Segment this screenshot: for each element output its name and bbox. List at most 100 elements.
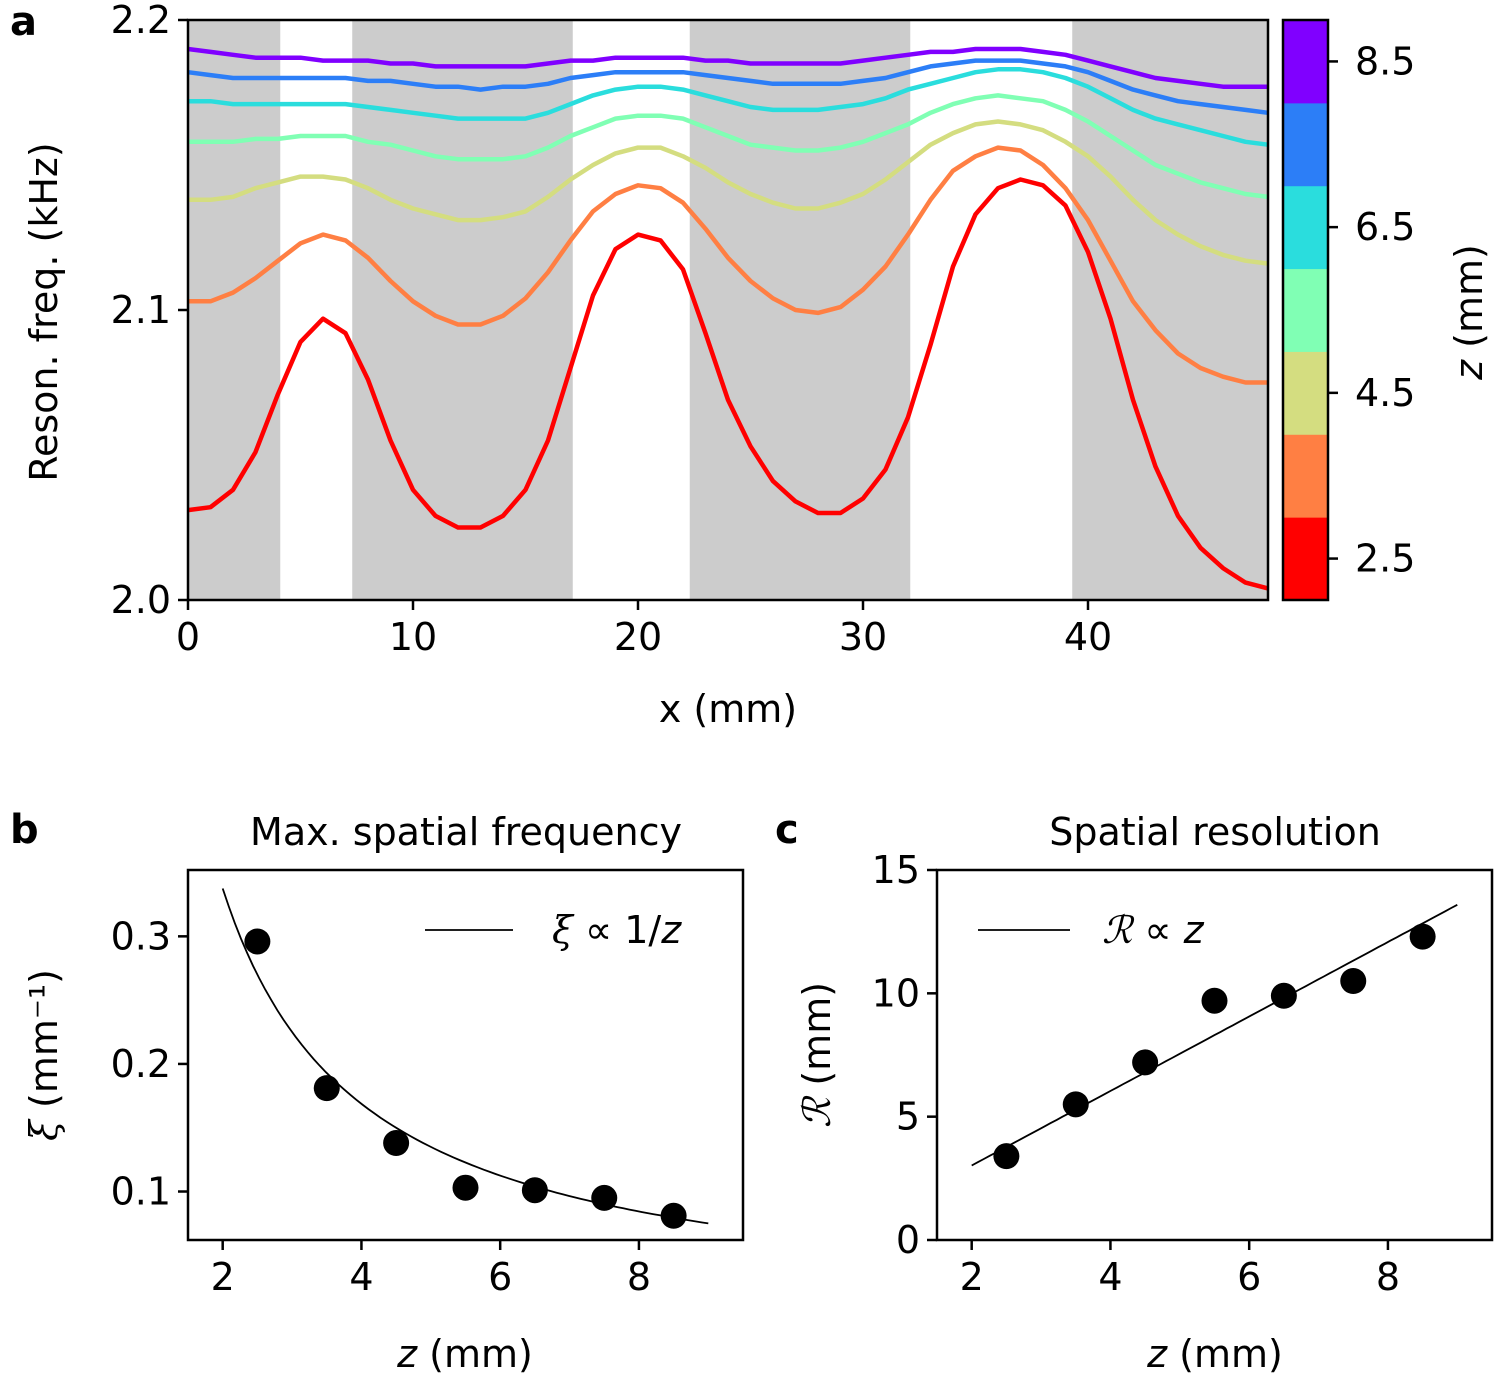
panel-c: c Spatial resolution 2 4 6 8 0 5 10 15 ℛ ∝ z z… (775, 807, 1494, 1376)
x-axis-label: z (mm) (1146, 1332, 1283, 1376)
data-point (591, 1184, 618, 1211)
y-axis-ticks: 0 5 10 15 (872, 848, 937, 1262)
legend-relation: ∝ (1132, 908, 1183, 952)
y-axis-label: ξ (mm⁻¹) (22, 969, 66, 1141)
colorbar-frame (1281, 18, 1330, 602)
colorbar-tick-label: 4.5 (1355, 371, 1415, 415)
y-axis-symbol: ℛ (795, 1095, 839, 1128)
x-tick-label: 30 (839, 615, 887, 659)
y-axis-symbol: ξ (22, 1118, 66, 1141)
y-tick-label: 5 (896, 1095, 920, 1139)
y-axis-ticks: 2.0 2.1 2.2 (111, 0, 188, 622)
x-axis-label: z (mm) (396, 1332, 533, 1376)
x-tick-label: 10 (389, 615, 437, 659)
data-point (660, 1202, 687, 1229)
x-tick-label: 20 (614, 615, 662, 659)
y-axis-unit: (mm) (795, 982, 839, 1098)
y-tick-label: 0 (896, 1218, 920, 1262)
y-tick-label: 0.3 (111, 914, 171, 958)
colorbar: 2.5 4.5 6.5 8.5 z (mm) (1281, 18, 1491, 602)
panel-c-letter: c (775, 807, 799, 853)
panel-b-letter: b (10, 807, 39, 853)
data-point (244, 928, 271, 955)
y-tick-label: 2.2 (111, 0, 171, 42)
x-axis-var: z (396, 1332, 418, 1376)
fit-line (971, 904, 1458, 1167)
x-axis-ticks: 2 4 6 8 (211, 1240, 651, 1299)
data-point (1132, 1049, 1159, 1076)
series-line-z-6.5 (188, 67, 1269, 147)
legend-text: ξ ∝ 1/z (552, 908, 682, 952)
y-axis-ticks: 0.1 0.2 0.3 (111, 914, 188, 1214)
legend-var: z (1183, 908, 1205, 952)
y-tick-label: 10 (872, 971, 920, 1015)
data-point (1062, 1091, 1089, 1118)
panel-c-frame (935, 868, 1494, 1242)
y-axis-unit: (mm⁻¹) (22, 969, 66, 1120)
x-tick-label: 6 (488, 1255, 512, 1299)
line-series (187, 46, 1269, 591)
panel-b-frame (186, 868, 745, 1242)
x-tick-label: 40 (1064, 615, 1112, 659)
colorbar-tick-label: 6.5 (1355, 205, 1415, 249)
y-tick-label: 2.1 (111, 288, 171, 332)
colorbar-label: z (mm) (1447, 244, 1491, 381)
data-point (993, 1143, 1020, 1170)
x-axis-unit: (mm) (417, 1332, 533, 1376)
x-tick-label: 6 (1237, 1255, 1261, 1299)
panel-a: a 0 10 20 30 40 2.0 2.1 2.2 x (mm) Reson. freq… (10, 0, 1491, 731)
x-tick-label: 8 (627, 1255, 651, 1299)
data-points (244, 928, 687, 1229)
x-tick-label: 8 (1376, 1255, 1400, 1299)
series-line-z-7.5 (187, 58, 1269, 116)
y-tick-label: 0.1 (111, 1170, 171, 1214)
colorbar-tick-label: 8.5 (1355, 39, 1415, 83)
x-axis-unit: (mm) (1167, 1332, 1283, 1376)
data-point (1270, 982, 1297, 1009)
panel-a-letter: a (10, 0, 37, 45)
x-tick-label: 4 (349, 1255, 373, 1299)
x-axis-ticks: 2 4 6 8 (960, 1240, 1400, 1299)
x-tick-label: 0 (176, 615, 200, 659)
x-tick-label: 4 (1098, 1255, 1122, 1299)
legend-var: z (660, 908, 682, 952)
panel-b-title: Max. spatial frequency (250, 810, 682, 854)
colorbar-cell (1283, 268, 1328, 352)
x-axis-label: x (mm) (659, 687, 797, 731)
series-line-z-8.5 (187, 46, 1268, 89)
y-tick-label: 15 (872, 848, 920, 892)
data-point (1201, 987, 1228, 1014)
shaded-region (188, 20, 281, 600)
series-line-z-3.5 (188, 145, 1268, 385)
legend-text: ℛ ∝ z (1102, 908, 1205, 952)
colorbar-cell (1283, 351, 1328, 435)
panel-c-title: Spatial resolution (1049, 810, 1381, 854)
colorbar-cell (1283, 517, 1328, 601)
colorbar-cell (1283, 434, 1328, 518)
colorbar-ticks: 2.5 4.5 6.5 8.5 (1328, 39, 1415, 581)
data-point (313, 1075, 340, 1102)
x-tick-label: 2 (211, 1255, 235, 1299)
data-point (1409, 923, 1436, 950)
colorbar-cell (1283, 185, 1328, 270)
x-tick-label: 2 (960, 1255, 984, 1299)
legend-symbol: ξ (552, 908, 575, 952)
legend: ξ ∝ 1/z (425, 908, 682, 952)
legend-relation: ∝ 1/ (573, 908, 661, 952)
y-tick-label: 2.0 (111, 578, 171, 622)
y-axis-label: Reson. freq. (kHz) (22, 142, 66, 481)
y-axis-label: ℛ (mm) (795, 982, 839, 1128)
data-point (1340, 968, 1367, 994)
colorbar-cell (1283, 102, 1328, 187)
legend: ℛ ∝ z (978, 908, 1205, 952)
data-point (383, 1130, 410, 1157)
series-line-z-5.5 (188, 93, 1269, 200)
colorbar-tick-label: 2.5 (1355, 537, 1415, 581)
x-axis-var: z (1146, 1332, 1168, 1376)
data-point (521, 1177, 548, 1204)
series-line-z-2.5 (187, 177, 1269, 591)
series-line-z-4.5 (188, 119, 1269, 266)
y-tick-label: 0.2 (111, 1042, 171, 1086)
